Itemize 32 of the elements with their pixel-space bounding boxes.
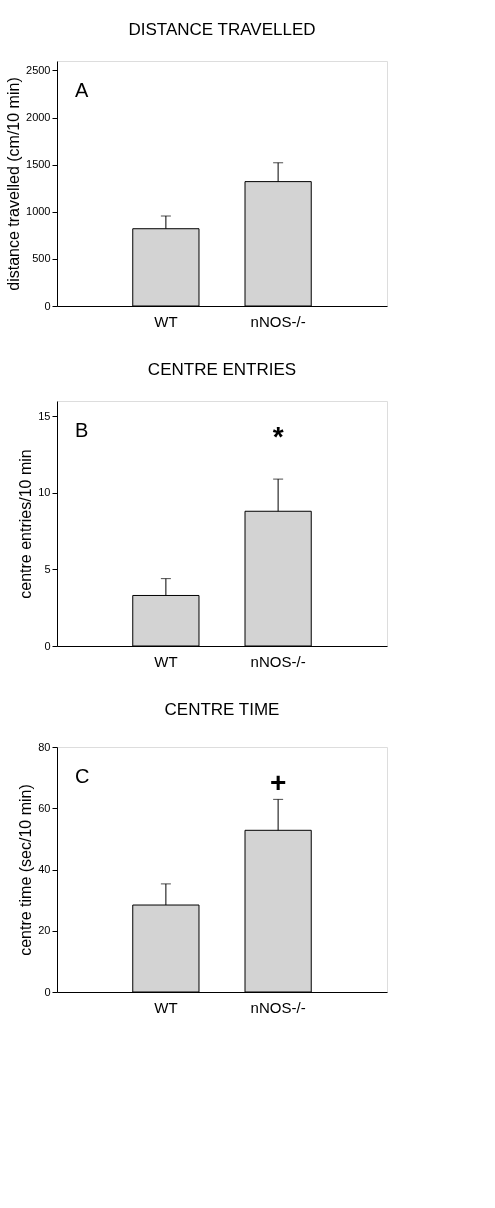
x-tick-label: nNOS-/- [250,652,306,670]
y-tick-label: 60 [38,801,51,814]
annotation: + [269,766,287,798]
y-tick-label: 20 [38,924,51,937]
annotation: * [272,420,284,452]
y-tick-label: 2500 [26,63,51,76]
x-tick-label: WT [154,998,178,1016]
y-tick-label: 80 [38,740,51,753]
y-tick-label: 1000 [26,205,51,218]
y-tick-label: 500 [32,252,51,265]
y-tick-label: 2000 [26,111,51,124]
y-tick-label: 0 [44,639,51,652]
y-tick-label: 10 [38,486,51,499]
y-axis-title: centre entries/10 min [17,449,35,599]
annotation: C [75,765,90,787]
y-tick-label: 0 [44,985,51,998]
y-tick-label: 1500 [26,158,51,171]
x-tick-label: nNOS-/- [250,312,306,330]
x-tick-label: WT [154,312,178,330]
y-axis-title: distance travelled (cm/10 min) [5,77,23,291]
y-tick-label: 15 [38,409,51,422]
y-tick-label: 40 [38,863,51,875]
annotation: B [75,419,89,441]
x-tick-label: nNOS-/- [250,998,306,1016]
y-tick-label: 5 [44,562,51,575]
y-tick-label: 0 [44,299,51,312]
y-axis-title: centre time (sec/10 min) [17,784,35,956]
chart-title: CENTRE TIME [164,700,280,719]
annotation: A [75,79,89,101]
chart-title: DISTANCE TRAVELLED [128,20,316,39]
chart-title: CENTRE ENTRIES [147,360,297,379]
x-tick-label: WT [154,652,178,670]
